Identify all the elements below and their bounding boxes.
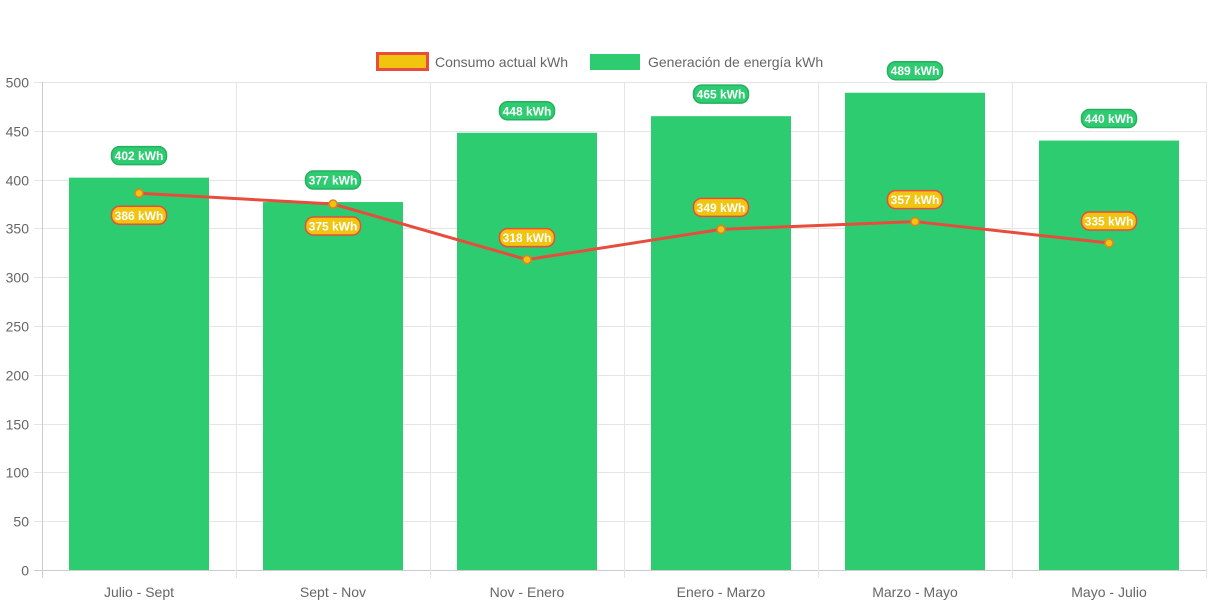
x-tick-label: Enero - Marzo <box>677 584 766 600</box>
bar <box>1039 140 1179 570</box>
line-data-label-bg <box>304 216 362 236</box>
bar-data-label: 465 kWh <box>697 88 746 102</box>
line-data-label-bg <box>1080 211 1138 231</box>
line-data-label: 357 kWh <box>891 193 940 207</box>
line-point <box>716 224 726 235</box>
bar-data-label-bg <box>692 84 750 104</box>
bar-data-label: 402 kWh <box>115 149 164 163</box>
x-tick-label: Nov - Enero <box>490 584 565 600</box>
legend-swatch-generacion <box>590 54 640 70</box>
y-tick-label: 450 <box>6 124 30 140</box>
y-tick-label: 400 <box>6 173 30 189</box>
line-path <box>138 191 1110 262</box>
x-tick-label: Julio - Sept <box>104 584 174 600</box>
x-tick-label: Sept - Nov <box>300 584 366 600</box>
line-point <box>328 199 338 209</box>
bar <box>845 92 985 571</box>
legend-label-consumo: Consumo actual kWh <box>435 54 568 70</box>
bar-data-label-bg <box>498 101 556 121</box>
bar-data-label: 448 kWh <box>503 104 552 118</box>
grid: 0 50 100 150 200 250 300 350 400 450 500 Julio - Se… <box>6 75 1207 600</box>
legend-item-generacion[interactable]: Generación de energía kWh <box>590 54 823 70</box>
y-tick-label: 250 <box>6 319 30 335</box>
bar <box>263 202 403 570</box>
y-tick-label: 0 <box>21 563 29 579</box>
bar <box>457 132 597 570</box>
line-data-label-bg <box>886 189 944 210</box>
y-tick-label: 350 <box>6 221 30 237</box>
legend-item-consumo[interactable]: Consumo actual kWh <box>376 52 569 71</box>
line-series <box>134 188 1114 265</box>
line-data-label: 335 kWh <box>1085 215 1134 229</box>
x-tick-label: Marzo - Mayo <box>872 584 958 600</box>
y-tick-label: 500 <box>6 75 30 91</box>
bar-data-label-bg <box>1080 108 1138 129</box>
bar-data-label: 377 kWh <box>309 174 358 188</box>
line-data-label-bg <box>498 227 556 248</box>
bar <box>651 116 791 570</box>
line-data-label: 349 kWh <box>697 201 746 215</box>
bar-data-label: 440 kWh <box>1085 112 1134 126</box>
y-tick-label: 50 <box>13 514 29 530</box>
legend-swatch-consumo <box>376 52 429 71</box>
line-data-label: 318 kWh <box>503 231 552 245</box>
line-point <box>522 254 532 265</box>
legend[interactable]: Consumo actual kWh Generación de energía… <box>376 52 824 71</box>
line-data-label: 375 kWh <box>309 220 358 234</box>
bar-data-label-bg <box>110 145 168 166</box>
line-point <box>1104 238 1114 248</box>
bar-data-label-bg <box>304 170 362 190</box>
bar <box>69 177 209 570</box>
y-tick-label: 150 <box>6 417 30 433</box>
bar-data-label-bg <box>886 60 944 81</box>
line-data-label-bg <box>692 197 750 218</box>
line-data-label-bg <box>110 205 168 226</box>
data-labels: 402 kWh 377 kWh 448 kWh 465 kWh 489 kWh 440 k… <box>110 60 1138 248</box>
legend-label-generacion: Generación de energía kWh <box>648 54 823 70</box>
y-tick-label: 300 <box>6 270 30 286</box>
x-tick-label: Mayo - Julio <box>1071 584 1147 600</box>
y-tick-label: 100 <box>6 465 30 481</box>
line-point <box>910 216 920 227</box>
y-tick-label: 200 <box>6 368 30 384</box>
line-point <box>134 188 144 199</box>
bar-data-label: 489 kWh <box>891 64 940 78</box>
line-data-label: 386 kWh <box>115 209 164 223</box>
